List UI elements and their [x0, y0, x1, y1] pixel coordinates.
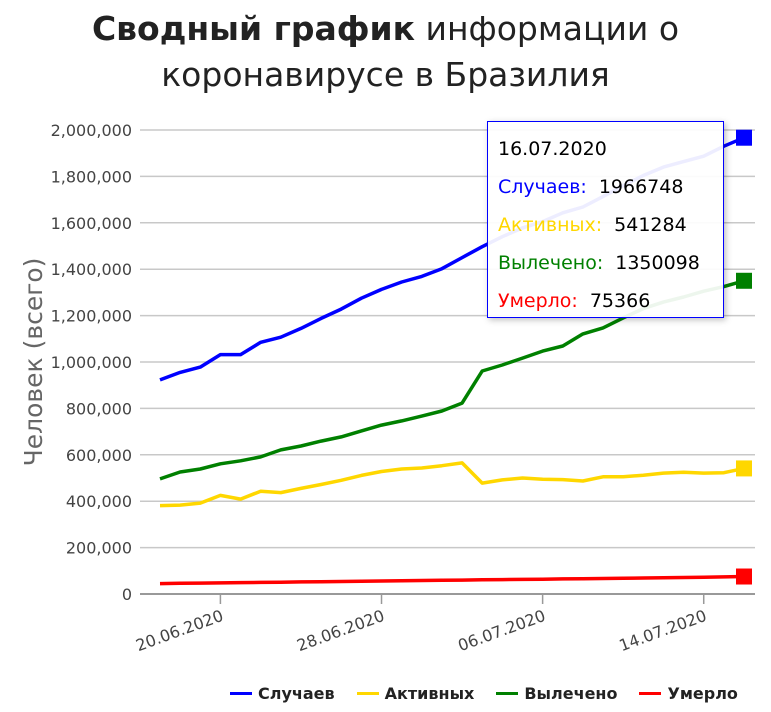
series-line	[159, 461, 745, 508]
x-tick-label: 28.06.2020	[294, 606, 387, 655]
chart-title-bold: Сводный график	[91, 9, 416, 48]
legend-label: Умерло	[667, 684, 738, 703]
tooltip-date: 16.07.2020	[498, 138, 607, 160]
y-tick-label: 200,000	[66, 539, 132, 558]
y-tick-label: 2,000,000	[51, 121, 132, 140]
tooltip-row-cases: Случаев: 1966748	[498, 174, 723, 212]
tooltip-row-active: Активных: 541284	[498, 212, 723, 250]
series-endpoint-marker	[736, 272, 752, 289]
legend-label: Случаев	[258, 684, 335, 703]
legend-item-recovered[interactable]: Вылечено	[496, 684, 617, 703]
series-endpoint-marker	[736, 460, 752, 477]
y-tick-label: 400,000	[66, 492, 132, 511]
x-tick-label: 20.06.2020	[133, 606, 226, 655]
legend-swatch	[356, 692, 379, 695]
legend-item-cases[interactable]: Случаев	[230, 684, 335, 703]
legend: Случаев Активных Вылечено Умерло	[230, 684, 738, 703]
series-endpoint-marker	[736, 129, 752, 146]
y-tick-label: 0	[122, 585, 132, 604]
tooltip-value: 75366	[589, 290, 651, 312]
tooltip-label: Умерло:	[498, 290, 578, 312]
legend-swatch	[496, 692, 519, 695]
tooltip-label: Активных:	[498, 214, 603, 236]
y-tick-label: 600,000	[66, 446, 132, 465]
legend-label: Вылечено	[524, 684, 618, 703]
y-tick-label: 800,000	[66, 399, 132, 418]
tooltip-row-recovered: Вылечено: 1350098	[498, 250, 723, 288]
legend-item-deaths[interactable]: Умерло	[639, 684, 738, 703]
legend-swatch	[230, 692, 252, 695]
legend-swatch	[639, 692, 662, 695]
legend-item-active[interactable]: Активных	[356, 684, 475, 703]
tooltip-value: 1350098	[615, 252, 700, 274]
tooltip-label: Вылечено:	[498, 252, 604, 274]
y-tick-label: 1,400,000	[51, 260, 132, 279]
series-line	[159, 574, 745, 586]
tooltip-label: Случаев:	[498, 176, 587, 198]
y-tick-label: 1,800,000	[51, 167, 132, 186]
y-tick-label: 1,200,000	[51, 307, 132, 326]
chart-title: Сводный график информации о коронавирусе…	[0, 6, 771, 98]
legend-label: Активных	[384, 684, 475, 703]
y-tick-label: 1,000,000	[51, 353, 132, 372]
tooltip: 16.07.2020 Случаев: 1966748 Активных: 5412…	[487, 121, 724, 318]
tooltip-row-deaths: Умерло: 75366	[498, 288, 723, 326]
tooltip-value: 1966748	[598, 176, 684, 198]
series-endpoint-marker	[736, 568, 752, 585]
tooltip-value: 541284	[614, 214, 687, 236]
y-axis-label: Человек (всего)	[19, 258, 48, 467]
x-tick-label: 14.07.2020	[617, 606, 710, 655]
y-tick-label: 1,600,000	[51, 214, 132, 233]
x-tick-label: 06.07.2020	[455, 606, 548, 655]
chart-title-rest: информации о коронавирусе в Бразилия	[161, 9, 680, 94]
